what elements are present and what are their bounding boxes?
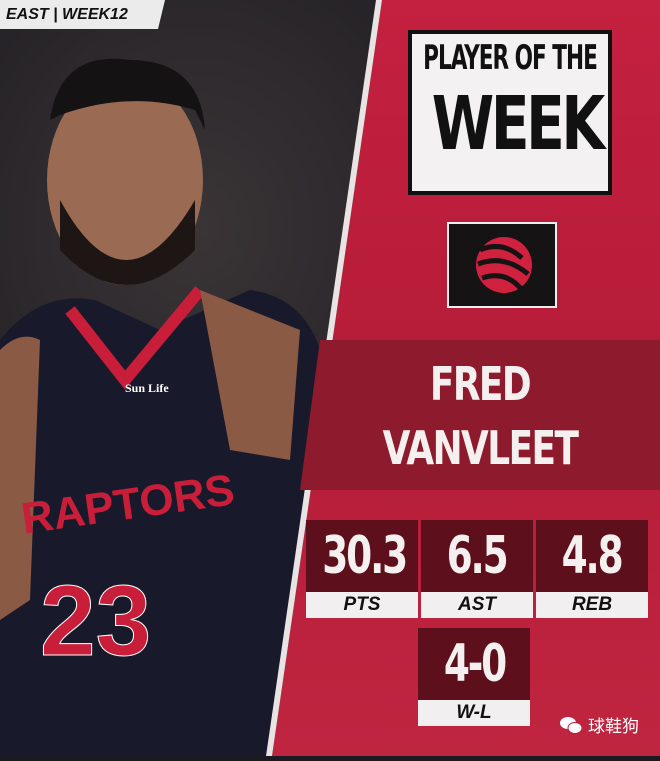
basketball-claw-icon <box>476 237 532 293</box>
stat-label: PTS <box>306 592 418 618</box>
title-line-2: WEEK <box>431 81 605 167</box>
title-line-1: PLAYER OF THE <box>423 38 598 78</box>
conference-week-tag: EAST | WEEK12 <box>0 0 165 29</box>
stat-label: REB <box>536 592 648 618</box>
stat-value: 4.8 <box>562 526 624 586</box>
raptors-logo <box>447 222 557 308</box>
stat-reb: 4.8 REB <box>536 520 648 618</box>
player-name: FRED VANVLEET <box>300 340 660 490</box>
watermark: 球鞋狗 <box>560 712 639 737</box>
jersey-number: 23 <box>40 565 151 677</box>
player-last-name: VANVLEET <box>382 421 579 475</box>
stat-ast: 6.5 AST <box>421 520 533 618</box>
stat-label: W-L <box>418 700 530 726</box>
player-of-the-week-title: PLAYER OF THE WEEK <box>408 30 612 195</box>
sponsor-patch: Sun Life <box>125 381 169 395</box>
watermark-text: 球鞋狗 <box>588 717 639 737</box>
player-first-name: FRED <box>429 357 532 411</box>
stat-value: 4-0 <box>443 634 506 694</box>
stat-value: 6.5 <box>447 526 509 586</box>
stat-pts: 30.3 PTS <box>306 520 418 618</box>
wechat-icon <box>560 716 582 734</box>
stat-label: AST <box>421 592 533 618</box>
stat-wl: 4-0 W-L <box>418 628 530 726</box>
stat-value: 30.3 <box>322 526 408 586</box>
